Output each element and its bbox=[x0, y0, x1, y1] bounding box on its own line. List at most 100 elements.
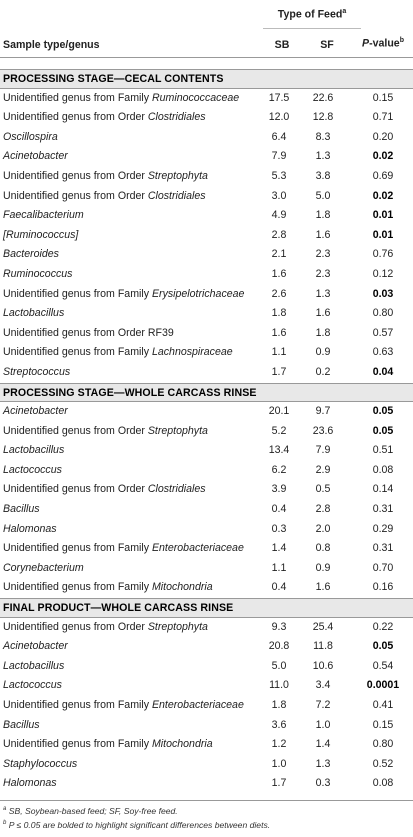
sb-value: 2.1 bbox=[271, 248, 287, 261]
sb-value: 11.0 bbox=[269, 679, 289, 692]
genus-prefix: Unidentified genus from Family bbox=[3, 699, 152, 711]
sb-value: 2.8 bbox=[271, 228, 287, 241]
type-of-feed-header: Type of Feeda bbox=[263, 8, 361, 21]
sf-value: 23.6 bbox=[312, 424, 334, 437]
sb-value: 3.6 bbox=[271, 718, 287, 731]
sf-value: 3.8 bbox=[315, 169, 331, 182]
genus-name: Streptococcus bbox=[3, 363, 70, 383]
genus-name: Corynebacterium bbox=[3, 559, 84, 579]
sf-value: 1.6 bbox=[315, 228, 331, 241]
p-value: 0.05 bbox=[372, 424, 394, 437]
sf-value: 0.2 bbox=[315, 365, 331, 378]
sb-value: 4.9 bbox=[271, 209, 287, 222]
genus-name: Unidentified genus from Order Clostridia… bbox=[3, 187, 206, 207]
genus-name: Bacteroides bbox=[3, 245, 59, 265]
genus-italic: Streptococcus bbox=[3, 365, 71, 378]
genus-name: Bacillus bbox=[3, 500, 40, 520]
sb-value: 1.6 bbox=[271, 326, 287, 339]
genus-prefix: Unidentified genus from Order bbox=[3, 620, 148, 633]
genus-name: Unidentified genus from Order RF39 bbox=[3, 324, 174, 344]
table-row: Unidentified genus from Order Clostridia… bbox=[0, 187, 413, 207]
sb-column-header: SB bbox=[274, 39, 290, 51]
p-value: 0.02 bbox=[372, 189, 394, 202]
genus-italic: Oscillospira bbox=[3, 130, 58, 143]
sf-value: 10.6 bbox=[312, 659, 334, 672]
sf-value: 5.0 bbox=[315, 189, 331, 202]
sb-value: 5.2 bbox=[271, 424, 287, 437]
sf-value: 0.5 bbox=[315, 483, 331, 496]
table-row: Staphylococcus 1.0 1.3 0.52 bbox=[0, 755, 413, 775]
sb-value: 7.9 bbox=[271, 150, 287, 163]
genus-italic: Acinetobacter bbox=[3, 640, 68, 653]
sf-value: 1.6 bbox=[315, 581, 331, 594]
sf-value: 0.8 bbox=[315, 542, 331, 555]
sb-value: 1.0 bbox=[271, 757, 287, 770]
sample-column-header: Sample type/genus bbox=[3, 39, 100, 51]
table-row: Halomonas 1.7 0.3 0.08 bbox=[0, 774, 413, 794]
sf-value: 11.8 bbox=[313, 640, 333, 653]
p-value: 0.52 bbox=[372, 757, 394, 770]
genus-name: Unidentified genus from Order Streptophy… bbox=[3, 618, 208, 638]
sb-value: 1.2 bbox=[271, 738, 287, 751]
genus-italic: [Ruminococcus] bbox=[3, 228, 79, 241]
p-value: 0.02 bbox=[372, 150, 394, 163]
table-row: Acinetobacter 20.1 9.7 0.05 bbox=[0, 402, 413, 422]
table-row: Unidentified genus from Order Clostridia… bbox=[0, 108, 413, 128]
genus-italic: Bacillus bbox=[3, 503, 40, 516]
table-row: Lactobacillus 5.0 10.6 0.54 bbox=[0, 657, 413, 677]
table-row: Unidentified genus from Family Lachnospi… bbox=[0, 343, 413, 363]
p-value: 0.05 bbox=[372, 405, 394, 418]
sf-value: 0.3 bbox=[315, 777, 331, 790]
sf-value: 1.3 bbox=[315, 287, 331, 300]
p-value: 0.69 bbox=[372, 169, 394, 182]
genus-name: Bacillus bbox=[3, 716, 40, 736]
p-value: 0.01 bbox=[372, 228, 394, 241]
p-value: 0.57 bbox=[372, 326, 394, 339]
genus-name: Faecalibacterium bbox=[3, 206, 84, 226]
footnote-a-mark: a bbox=[3, 806, 7, 813]
sf-value: 1.6 bbox=[315, 307, 331, 320]
p-label: P bbox=[362, 37, 370, 50]
genus-italic: Clostridiales bbox=[147, 483, 206, 496]
sf-value: 0.9 bbox=[315, 346, 331, 359]
sf-value: 0.9 bbox=[315, 561, 331, 574]
sb-value: 0.4 bbox=[271, 503, 287, 516]
sf-value: 9.7 bbox=[315, 405, 331, 418]
sb-value: 1.1 bbox=[271, 346, 287, 359]
genus-italic: Lactococcus bbox=[3, 463, 62, 476]
genus-italic: Enterobacteriaceae bbox=[151, 542, 244, 555]
table-row: Unidentified genus from Order Streptophy… bbox=[0, 618, 413, 638]
genus-prefix: Unidentified genus from Family bbox=[3, 581, 152, 594]
table-row: Bacillus 3.6 1.0 0.15 bbox=[0, 716, 413, 736]
p-value: 0.08 bbox=[372, 777, 394, 790]
sf-value: 8.3 bbox=[315, 130, 331, 143]
table-body: PROCESSING STAGE—CECAL CONTENTS Unidentif… bbox=[0, 69, 413, 794]
sf-value: 1.8 bbox=[315, 209, 331, 222]
sb-value: 9.3 bbox=[271, 620, 287, 633]
genus-name: Halomonas bbox=[3, 520, 57, 540]
genus-italic: Halomonas bbox=[3, 522, 57, 535]
genus-italic: Ruminococcaceae bbox=[151, 91, 240, 104]
section-header: PROCESSING STAGE—WHOLE CARCASS RINSE bbox=[0, 382, 413, 403]
genus-name: Lactococcus bbox=[3, 461, 62, 481]
genus-italic: Lactobacillus bbox=[3, 307, 65, 320]
genus-italic: Faecalibacterium bbox=[3, 209, 84, 222]
sb-value: 6.4 bbox=[271, 130, 287, 143]
p-value: 0.22 bbox=[372, 620, 394, 633]
table-row: Unidentified genus from Family Mitochond… bbox=[0, 578, 413, 598]
genus-name: Unidentified genus from Family Lachnospi… bbox=[3, 343, 233, 363]
genus-italic: Ruminococcus bbox=[3, 267, 73, 280]
table-row: Lactococcus 6.2 2.9 0.08 bbox=[0, 461, 413, 481]
p-value: 0.05 bbox=[372, 640, 394, 653]
genus-name: Lactococcus bbox=[3, 676, 62, 696]
sb-value: 1.8 bbox=[271, 307, 287, 320]
genus-name: Lactobacillus bbox=[3, 304, 64, 324]
p-value: 0.41 bbox=[372, 699, 394, 711]
genus-name: Staphylococcus bbox=[3, 755, 77, 775]
table-row: Streptococcus 1.7 0.2 0.04 bbox=[0, 363, 413, 383]
genus-italic: Clostridiales bbox=[147, 189, 206, 202]
table-row: Oscillospira 6.4 8.3 0.20 bbox=[0, 128, 413, 148]
p-value: 0.0001 bbox=[366, 679, 400, 692]
genus-name: Lactobacillus bbox=[3, 657, 64, 677]
genus-name: Unidentified genus from Family Mitochond… bbox=[3, 578, 213, 598]
